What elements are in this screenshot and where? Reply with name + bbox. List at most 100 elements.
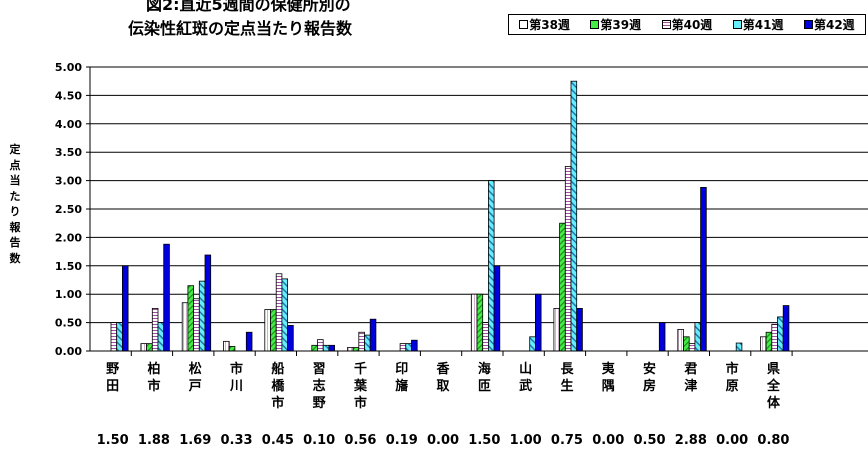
category-label-char: 戸: [189, 379, 202, 394]
category-label-char: 川: [229, 379, 243, 394]
category-label-char: 取: [437, 379, 451, 394]
bar-week40-9: [482, 322, 489, 352]
bar-week41-11: [570, 80, 578, 352]
y-tick-label: 2.00: [55, 231, 82, 244]
bar-week41-2: [198, 280, 206, 352]
bar-week41-16: [777, 316, 784, 352]
bar-week42-0: [122, 265, 129, 352]
y-tick-label: 3.00: [55, 175, 82, 188]
category-label-char: 田: [106, 379, 119, 394]
category-label-char: 県: [767, 362, 780, 377]
bar-week40-14: [688, 343, 696, 352]
bar-week38-1: [140, 343, 147, 352]
bar-week38-6: [346, 347, 354, 352]
legend-item-week38: 第38週: [519, 16, 570, 33]
category-label-char: 印: [395, 362, 408, 377]
bar-week42-16: [782, 305, 790, 352]
bar-week42-14: [700, 187, 707, 352]
bar-week39-6: [352, 347, 360, 352]
bar-week42-10: [535, 293, 542, 352]
category-label-char: 房: [643, 378, 656, 394]
category-value-label: 0.33: [221, 433, 253, 448]
bar-week40-6: [358, 331, 365, 352]
bar-week41-4: [281, 278, 288, 352]
category-label-char: 体: [767, 395, 781, 411]
bar-week40-11: [564, 165, 572, 352]
bar-week38-16: [760, 336, 767, 352]
bar-week42-2: [204, 254, 212, 352]
category-label-char: 橋: [271, 378, 285, 394]
category-label-char: 松: [189, 361, 202, 377]
y-tick-label: 0.50: [55, 317, 82, 330]
category-value-label: 0.50: [634, 433, 666, 448]
category-value-label: 0.00: [427, 433, 459, 448]
category-label-char: 全: [766, 378, 781, 394]
category-label-char: 野: [313, 396, 326, 411]
bar-week40-2: [193, 298, 200, 352]
category-label-char: 夷: [602, 361, 616, 377]
bar-week38-4: [264, 309, 271, 352]
category-label-char: 長: [560, 362, 574, 377]
bar-week42-7: [411, 339, 418, 352]
category-label-char: 生: [560, 378, 573, 394]
legend-item-week40: 第40週: [661, 16, 712, 33]
bar-week39-14: [683, 336, 690, 352]
category-label-char: 市: [726, 361, 739, 377]
category-value-label: 2.88: [675, 433, 707, 448]
category-value-label: 0.45: [262, 433, 294, 448]
bar-week38-2: [181, 302, 189, 352]
bar-week42-13: [658, 322, 666, 352]
bar-week38-9: [470, 293, 478, 352]
bar-week39-5: [311, 344, 318, 352]
legend-item-week42: 第42週: [803, 16, 855, 33]
category-label-char: 隅: [602, 379, 615, 394]
y-tick-label: 1.50: [55, 260, 82, 273]
chart-title-line-2: 伝染性紅斑の定点当たり報告数: [128, 19, 353, 38]
bar-week42-3: [245, 331, 253, 352]
bar-week41-5: [322, 344, 330, 352]
category-label-char: 市: [354, 395, 367, 411]
y-tick-label: 5.00: [55, 61, 82, 74]
y-tick-label: 1.00: [55, 288, 82, 301]
legend-label-week41: 第41週: [742, 18, 784, 32]
y-tick-label: 4.50: [55, 89, 82, 102]
category-label-char: 海: [478, 361, 491, 377]
category-value-label: 0.00: [716, 433, 748, 448]
category-label-char: 津: [684, 378, 697, 394]
bar-week42-6: [369, 318, 377, 352]
bar-week41-14: [694, 322, 702, 352]
category-label-char: 船: [271, 361, 284, 377]
category-value-label: 1.50: [97, 433, 129, 448]
category-label-char: 野: [106, 362, 119, 377]
bar-week42-1: [163, 243, 170, 352]
bar-week39-2: [187, 285, 194, 352]
category-value-label: 1.00: [510, 433, 542, 448]
category-label-char: 武: [519, 378, 532, 394]
category-label-char: 安: [643, 361, 656, 377]
category-label-char: 千: [354, 361, 367, 377]
category-value-label: 0.10: [303, 433, 335, 448]
y-tick-label: 4.00: [55, 118, 82, 131]
bar-week41-7: [405, 343, 412, 352]
y-axis-label: 定点当たり報告数: [9, 143, 21, 265]
category-label-char: 香: [436, 361, 451, 377]
legend-item-week39: 第39週: [590, 16, 641, 33]
category-value-label: 1.88: [138, 433, 170, 448]
bar-week39-16: [765, 331, 773, 352]
chart-title-line-1: 図2:直近5週間の保健所別の: [146, 0, 351, 14]
bar-week41-10: [529, 336, 536, 352]
category-label-char: 原: [726, 379, 739, 394]
category-label-char: 匝: [478, 379, 491, 394]
bar-week42-9: [493, 265, 501, 352]
legend-swatch-week38: [519, 20, 529, 29]
bar-week40-1: [151, 307, 159, 352]
bar-week41-1: [157, 322, 165, 352]
category-label-char: 習: [313, 362, 326, 377]
bar-week40-0: [110, 322, 118, 352]
bar-week42-5: [328, 344, 335, 352]
bar-week40-4: [275, 273, 283, 352]
category-label-char: 柏: [147, 361, 160, 377]
bar-week39-1: [146, 343, 153, 352]
bar-week41-6: [364, 334, 371, 352]
legend-swatch-week42: [803, 20, 813, 29]
